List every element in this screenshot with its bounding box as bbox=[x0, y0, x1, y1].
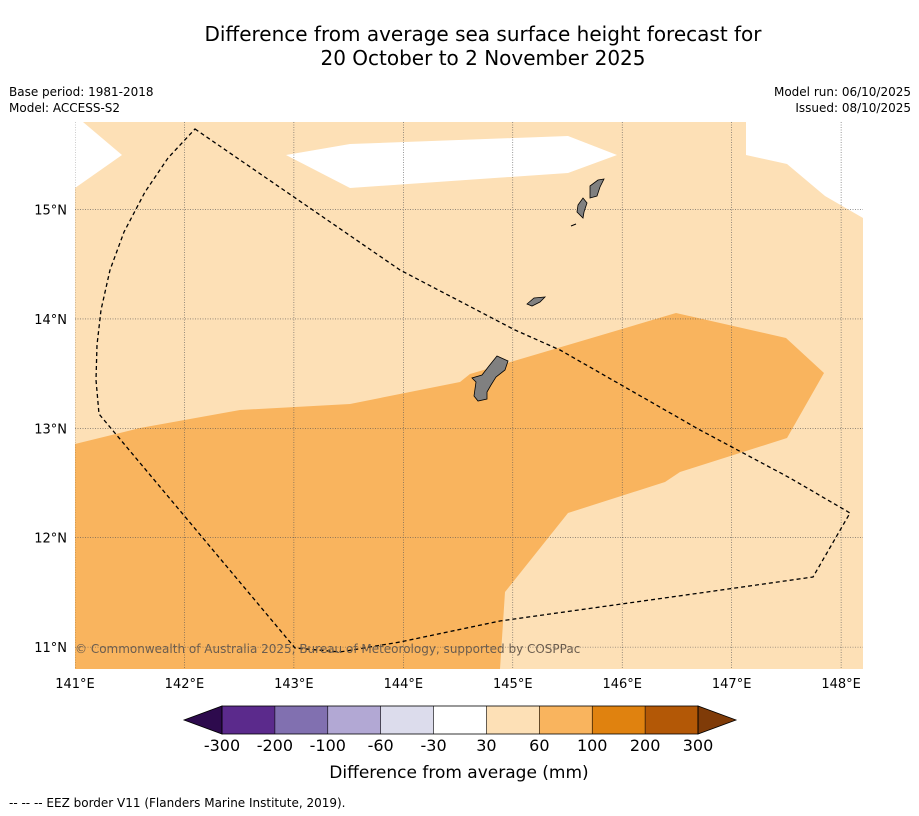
lon-tick-label: 144°E bbox=[384, 677, 424, 692]
colorbar-tick-label: 100 bbox=[577, 736, 608, 755]
lat-tick-label: 12°N bbox=[34, 532, 67, 547]
colorbar-tick-label: 60 bbox=[529, 736, 549, 755]
colorbar-extend-high bbox=[697, 705, 738, 735]
map-area: © Commonwealth of Australia 2025, Bureau… bbox=[75, 122, 863, 669]
colorbar-segment bbox=[433, 706, 487, 734]
colorbar: -300 -200 -100 -60 -30 30 60 100 200 300 bbox=[182, 705, 738, 755]
colorbar-tick-label: 300 bbox=[683, 736, 714, 755]
neutral-region-west bbox=[75, 122, 122, 188]
neutral-region-east bbox=[746, 122, 863, 218]
aguijan-islet bbox=[570, 223, 577, 227]
chart-title: Difference from average sea surface heig… bbox=[0, 22, 919, 70]
lon-tick-label: 148°E bbox=[821, 677, 861, 692]
eez-footnote: -- -- -- EEZ border V11 (Flanders Marine… bbox=[9, 796, 346, 810]
lon-tick-label: 147°E bbox=[712, 677, 752, 692]
tinian-island bbox=[576, 197, 588, 219]
lon-tick-label: 145°E bbox=[493, 677, 533, 692]
copyright-text: © Commonwealth of Australia 2025, Bureau… bbox=[75, 642, 580, 656]
lat-tick-label: 14°N bbox=[34, 313, 67, 328]
lon-tick-label: 146°E bbox=[602, 677, 642, 692]
colorbar-segment bbox=[486, 706, 540, 734]
colorbar-segment bbox=[274, 706, 328, 734]
title-line-2: 20 October to 2 November 2025 bbox=[320, 46, 646, 70]
colorbar-segment bbox=[380, 706, 434, 734]
eez-border bbox=[95, 128, 851, 653]
model-name: Model: ACCESS-S2 bbox=[9, 101, 121, 115]
colorbar-label: Difference from average (mm) bbox=[329, 763, 588, 783]
colorbar-tick-label: -60 bbox=[368, 736, 394, 755]
lat-tick-label: 15°N bbox=[34, 204, 67, 219]
rota-island bbox=[526, 296, 547, 307]
colorbar-extend-low bbox=[182, 705, 223, 735]
colorbar-tick-label: -300 bbox=[204, 736, 240, 755]
colorbar-segment bbox=[539, 706, 593, 734]
lat-tick-label: 13°N bbox=[34, 422, 67, 437]
meta-left: Base period: 1981-2018 Model: ACCESS-S2 bbox=[9, 84, 154, 116]
saipan-island bbox=[589, 178, 605, 199]
guam-island bbox=[471, 355, 509, 402]
colorbar-tick-label: 30 bbox=[476, 736, 496, 755]
colorbar-tick-label: -100 bbox=[310, 736, 346, 755]
lon-tick-label: 141°E bbox=[55, 677, 95, 692]
axis-labels: 141°E 142°E 143°E 144°E 145°E 146°E 147°E 148°E… bbox=[34, 204, 861, 692]
colorbar-segment bbox=[222, 706, 275, 734]
neutral-region-north bbox=[286, 136, 617, 188]
colorbar-segment bbox=[592, 706, 646, 734]
graticule bbox=[75, 122, 863, 669]
colorbar-segment bbox=[645, 706, 698, 734]
title-line-1: Difference from average sea surface heig… bbox=[204, 22, 762, 46]
lon-tick-label: 142°E bbox=[165, 677, 205, 692]
colorbar-tick-label: -200 bbox=[257, 736, 293, 755]
meta-right: Model run: 06/10/2025 Issued: 08/10/2025 bbox=[774, 84, 911, 116]
colorbar-tick-label: 200 bbox=[630, 736, 661, 755]
colorbar-segment bbox=[327, 706, 381, 734]
colorbar-tick-label: -30 bbox=[420, 736, 446, 755]
base-period: Base period: 1981-2018 bbox=[9, 85, 154, 99]
anomaly-60-100-region bbox=[75, 313, 824, 669]
model-run: Model run: 06/10/2025 bbox=[773, 85, 911, 99]
issued-date: Issued: 08/10/2025 bbox=[795, 101, 911, 115]
lon-tick-label: 143°E bbox=[274, 677, 314, 692]
lat-tick-label: 11°N bbox=[34, 641, 67, 656]
